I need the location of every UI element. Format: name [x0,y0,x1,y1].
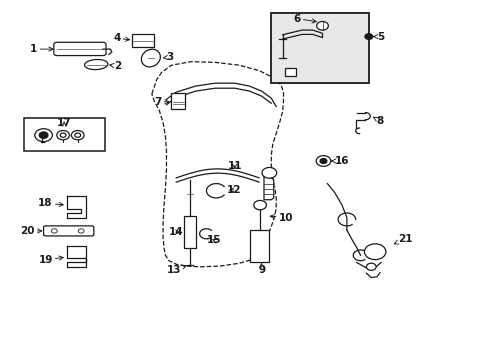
Circle shape [316,22,328,30]
Circle shape [60,133,66,137]
Ellipse shape [84,59,108,69]
Text: 14: 14 [168,227,183,237]
Text: 21: 21 [393,234,412,244]
Text: 5: 5 [373,32,384,41]
Text: 2: 2 [109,61,121,71]
Circle shape [71,131,84,140]
Circle shape [364,34,372,40]
Circle shape [35,129,52,141]
Polygon shape [67,246,86,267]
Text: 19: 19 [38,255,63,265]
FancyBboxPatch shape [132,34,154,46]
Circle shape [262,167,276,178]
Circle shape [57,131,69,140]
Circle shape [51,229,57,233]
Circle shape [78,229,84,233]
Text: 1: 1 [30,44,53,54]
Text: 11: 11 [227,161,242,171]
FancyBboxPatch shape [250,230,268,262]
Text: 15: 15 [206,235,221,245]
Text: 20: 20 [20,226,41,236]
FancyBboxPatch shape [54,42,106,55]
Text: 13: 13 [166,265,186,275]
FancyBboxPatch shape [171,93,184,109]
Text: 9: 9 [258,262,264,275]
FancyBboxPatch shape [271,13,368,83]
Circle shape [75,133,81,137]
Text: 8: 8 [373,116,383,126]
Circle shape [316,156,330,166]
Text: 4: 4 [113,33,129,43]
Circle shape [253,201,266,210]
Text: 17: 17 [57,118,71,128]
Text: 18: 18 [38,198,63,208]
FancyBboxPatch shape [43,226,94,236]
Circle shape [364,244,385,260]
Polygon shape [264,176,273,200]
Text: 3: 3 [163,52,174,62]
Polygon shape [67,196,86,218]
Circle shape [39,132,48,138]
FancyBboxPatch shape [285,68,295,76]
Text: 12: 12 [226,185,241,195]
Text: 10: 10 [270,213,293,222]
Circle shape [320,158,326,163]
Text: 16: 16 [331,156,348,166]
Text: 6: 6 [293,14,316,24]
FancyBboxPatch shape [183,216,196,248]
Text: 7: 7 [154,97,169,107]
FancyBboxPatch shape [24,118,104,151]
Circle shape [366,263,375,270]
Ellipse shape [141,49,160,67]
